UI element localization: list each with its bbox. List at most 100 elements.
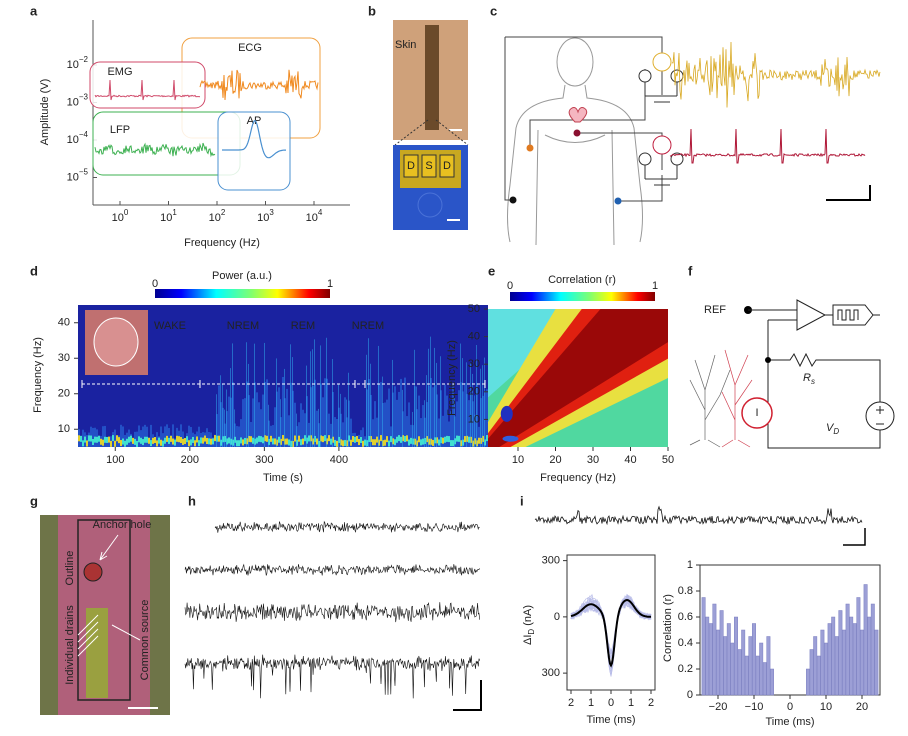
spectral-power bbox=[472, 373, 473, 447]
x-tick-label: 200 bbox=[181, 454, 199, 466]
spectral-power bbox=[236, 440, 238, 447]
bar bbox=[744, 655, 749, 696]
colorbar bbox=[510, 292, 655, 301]
spectral-power bbox=[122, 438, 124, 445]
y-tick-label: 20 bbox=[468, 386, 480, 398]
spectral-power bbox=[260, 436, 262, 443]
panel-label: i bbox=[520, 493, 524, 508]
panel-label: a bbox=[30, 3, 38, 18]
spectral-power bbox=[196, 436, 198, 443]
spectral-power bbox=[142, 439, 144, 446]
y-tick-label: 0 bbox=[687, 689, 693, 701]
bar bbox=[845, 603, 850, 696]
spectral-power bbox=[210, 438, 212, 445]
bar bbox=[701, 597, 706, 696]
annotation: Anchor hole bbox=[93, 519, 152, 531]
state-label: NREM bbox=[227, 320, 259, 332]
spectral-power bbox=[100, 438, 102, 445]
spectral-power bbox=[224, 409, 225, 447]
spectral-power bbox=[242, 439, 244, 446]
spectral-power bbox=[306, 365, 307, 447]
spectral-power bbox=[434, 347, 435, 447]
spectral-power bbox=[214, 435, 216, 442]
spectral-power bbox=[256, 392, 258, 447]
bar bbox=[759, 642, 764, 696]
circuit bbox=[748, 299, 881, 449]
spectral-power bbox=[156, 440, 158, 447]
spectral-power bbox=[126, 438, 128, 445]
arrow bbox=[99, 534, 119, 561]
spectral-power bbox=[228, 437, 230, 444]
spectral-power bbox=[134, 438, 136, 445]
tick-exp: −2 bbox=[79, 55, 89, 64]
spectral-power bbox=[454, 397, 455, 447]
spectral-power bbox=[262, 437, 264, 444]
spectral-power bbox=[138, 436, 140, 443]
spectral-power bbox=[234, 409, 235, 447]
spectral-power bbox=[302, 409, 304, 447]
zoom-line bbox=[394, 119, 429, 146]
spectral-power bbox=[334, 439, 336, 446]
x-tick-label: −20 bbox=[709, 701, 728, 713]
bar bbox=[831, 616, 836, 696]
y-tick-label: 10 bbox=[58, 423, 70, 435]
x-tick-label: 101 bbox=[160, 208, 177, 224]
spectral-power bbox=[432, 439, 434, 446]
spectral-power bbox=[408, 439, 410, 446]
spectral-power bbox=[132, 437, 134, 444]
bar bbox=[730, 642, 735, 696]
spectral-power bbox=[274, 407, 276, 447]
current-source bbox=[741, 397, 773, 429]
axis-title: Frequency (Hz) bbox=[540, 472, 616, 484]
panel-label: c bbox=[490, 3, 497, 18]
spectral-power bbox=[218, 435, 220, 442]
spectral-power bbox=[104, 425, 106, 447]
source bbox=[638, 152, 652, 166]
spectral-power bbox=[232, 343, 233, 447]
bar bbox=[712, 603, 717, 696]
spectral-power bbox=[186, 436, 188, 443]
spectral-power bbox=[166, 424, 168, 447]
spectral-power bbox=[368, 338, 369, 447]
spectral-power bbox=[182, 438, 184, 445]
spectral-power bbox=[322, 397, 324, 447]
x-tick-label: 300 bbox=[255, 454, 273, 466]
spectral-power bbox=[146, 436, 148, 443]
spectral-power bbox=[168, 427, 170, 447]
bar bbox=[752, 623, 756, 696]
bar bbox=[809, 649, 814, 696]
spectral-power bbox=[328, 413, 330, 447]
spectral-power bbox=[92, 439, 94, 446]
spectral-power bbox=[324, 435, 326, 442]
bar bbox=[874, 629, 879, 696]
spectral-power bbox=[470, 362, 471, 447]
spectral-power bbox=[390, 436, 392, 443]
spectral-power bbox=[198, 440, 200, 447]
spectral-power bbox=[440, 356, 441, 447]
spectral-power bbox=[294, 435, 296, 442]
spectral-power bbox=[254, 343, 255, 447]
spectral-power bbox=[164, 437, 166, 444]
spectral-power bbox=[150, 424, 152, 447]
x-tick-label: 10 bbox=[820, 701, 832, 713]
arrow bbox=[111, 624, 141, 641]
spectral-power bbox=[374, 401, 376, 447]
spectral-power bbox=[312, 349, 313, 447]
spectral-power bbox=[410, 424, 412, 447]
inset-brain bbox=[93, 317, 139, 367]
axis-title: Correlation (r) bbox=[662, 594, 674, 662]
bar bbox=[806, 668, 810, 696]
spectral-power bbox=[458, 435, 460, 442]
x-tick-label: 0 bbox=[787, 701, 793, 713]
spectral-power bbox=[370, 363, 371, 447]
spectral-power bbox=[458, 390, 460, 447]
electrode bbox=[439, 154, 455, 178]
spectral-power bbox=[264, 342, 265, 447]
state-label: REM bbox=[291, 320, 315, 332]
spectral-power bbox=[314, 339, 315, 447]
spectral-power bbox=[386, 436, 388, 443]
spectral-power bbox=[436, 362, 437, 447]
y-tick-label: 10−4 bbox=[67, 130, 89, 146]
spectral-power bbox=[258, 402, 260, 447]
